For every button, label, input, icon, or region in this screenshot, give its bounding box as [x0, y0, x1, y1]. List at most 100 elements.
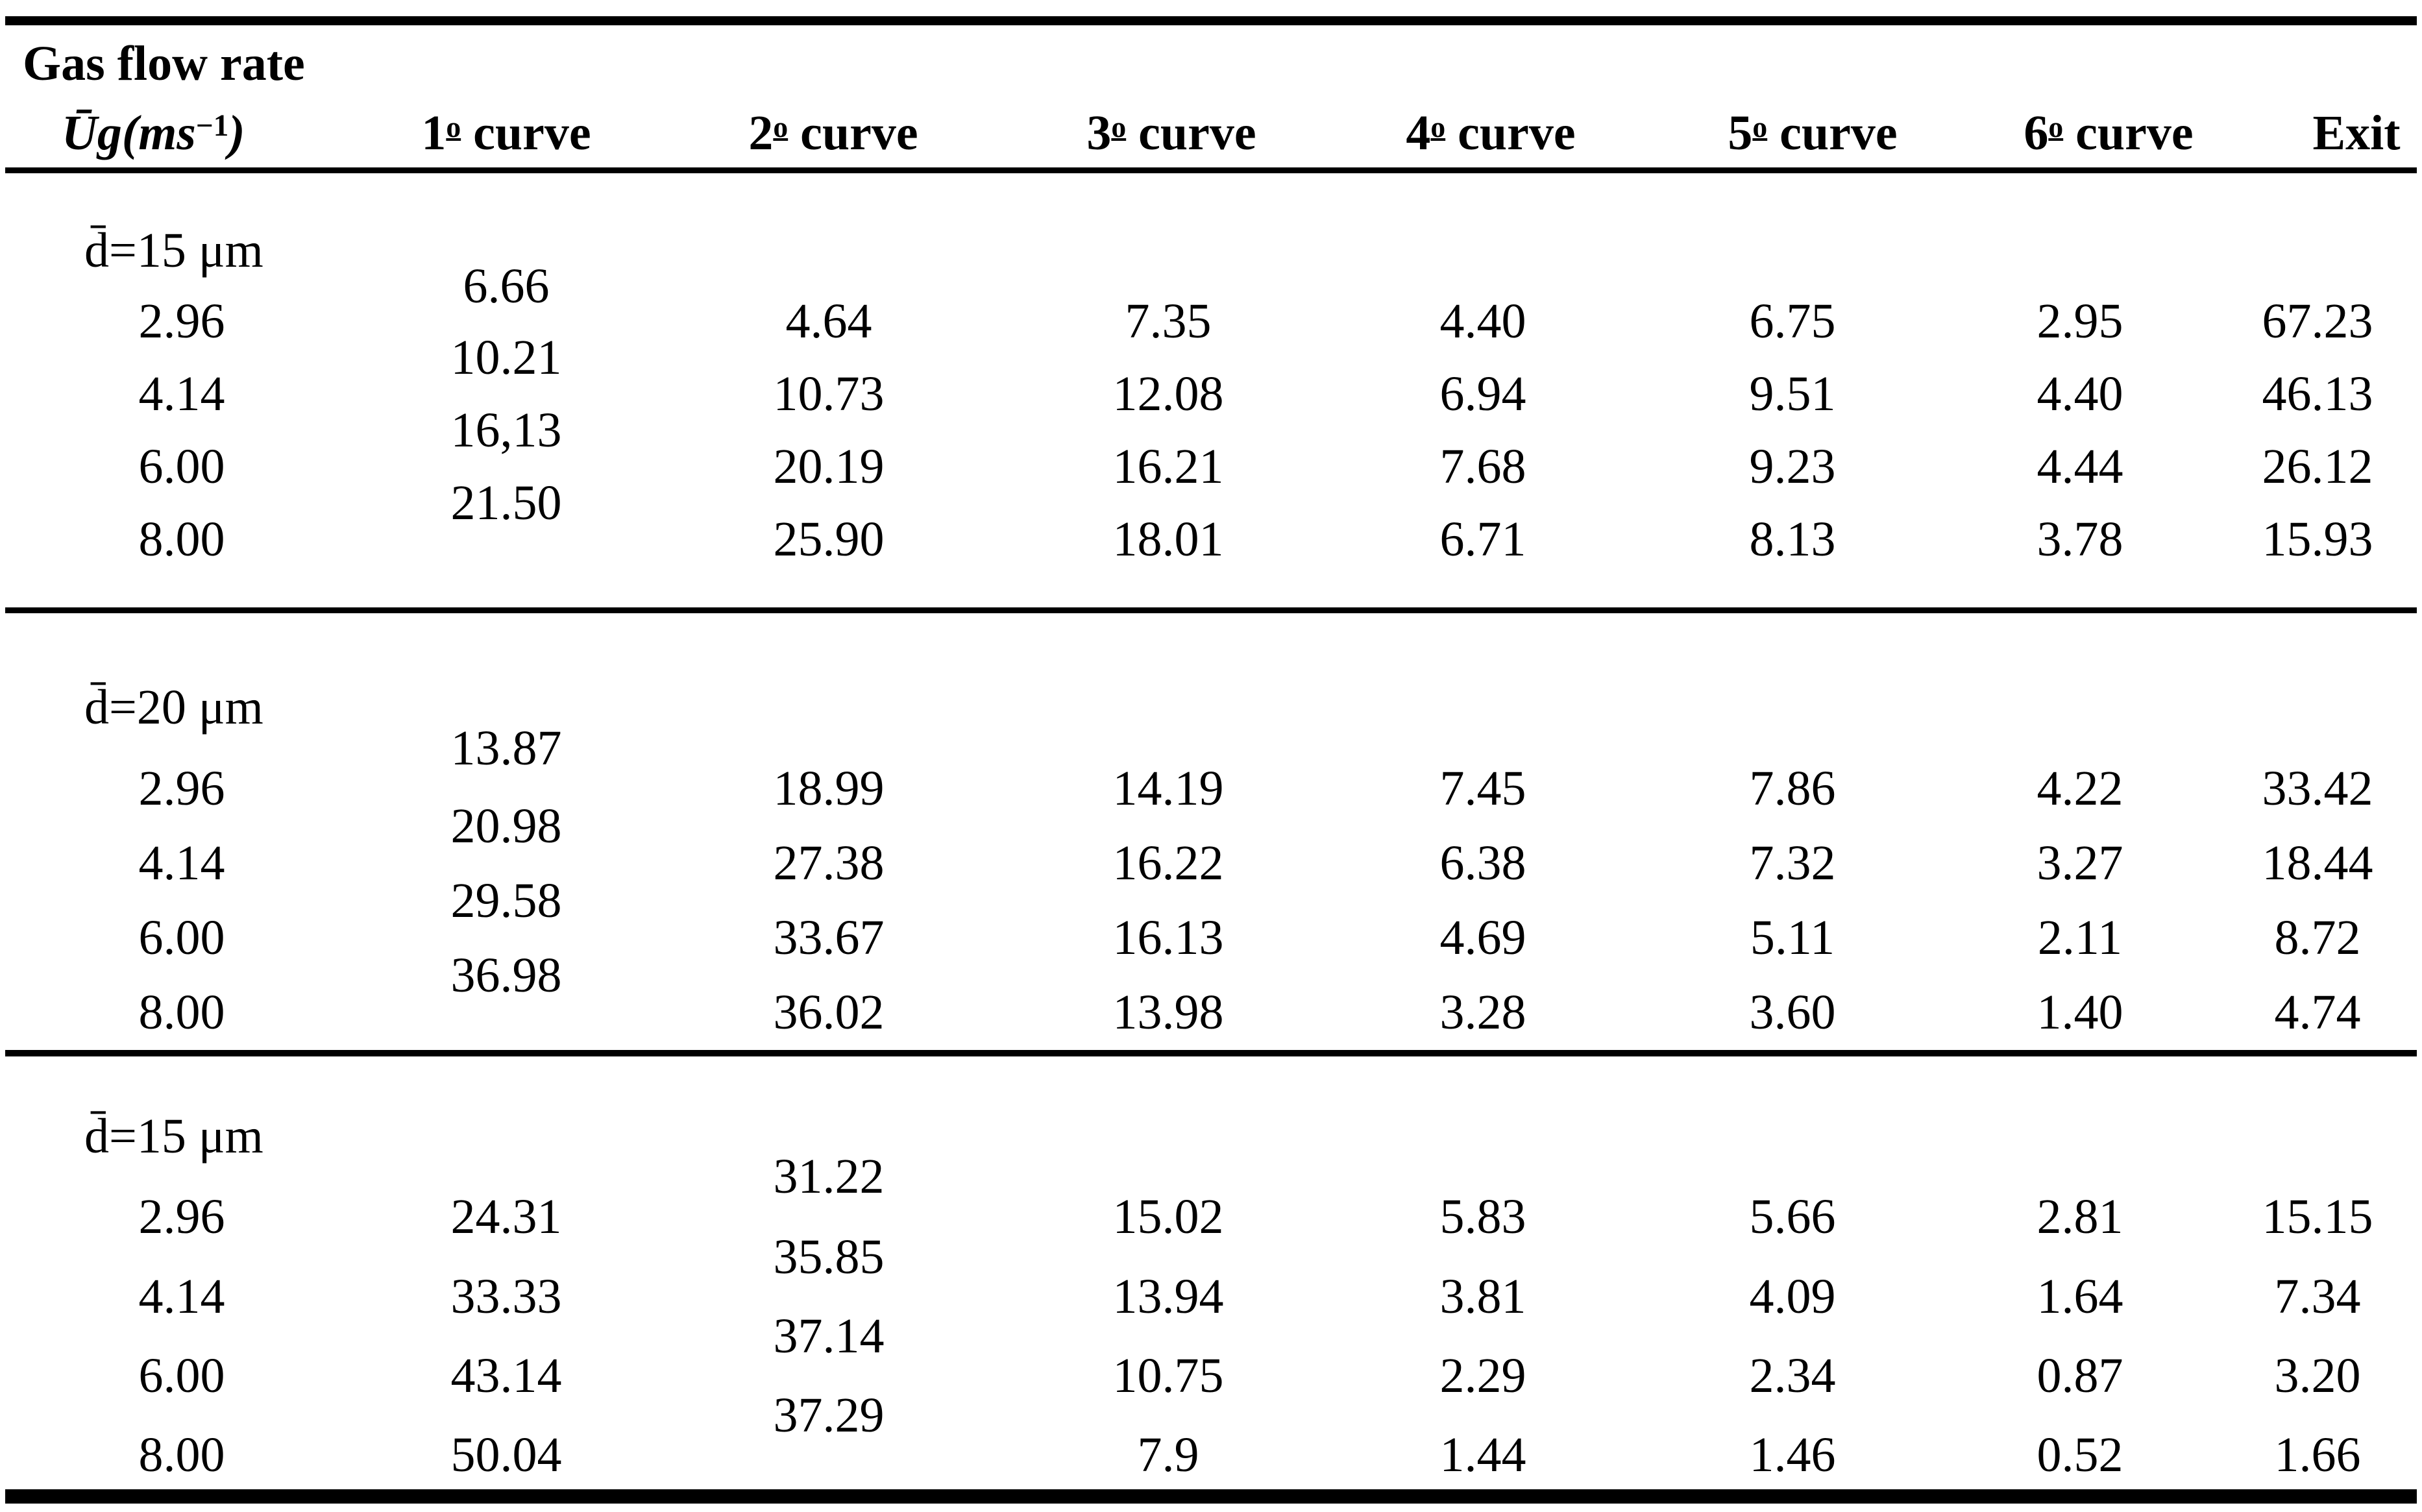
column-header-curve-5: 5o curve	[1728, 106, 1898, 160]
table-cell: 1.46	[1749, 1428, 1836, 1482]
table-cell: 6.75	[1749, 294, 1836, 348]
row-flow-rate: 2.96	[138, 294, 225, 348]
table-title: Gas flow rate	[23, 36, 305, 91]
table-cell: 1.64	[2037, 1269, 2123, 1324]
table-cell: 46.13	[2262, 367, 2373, 421]
table-cell: 2.29	[1439, 1348, 1526, 1403]
row-flow-rate: 4.14	[138, 1269, 225, 1324]
table-cell: 2.95	[2037, 294, 2123, 348]
table-cell: 10.21	[450, 330, 562, 385]
section-label: d̄=20 μm	[84, 680, 263, 735]
table-cell: 36.98	[450, 947, 562, 1003]
row-flow-rate: 8.00	[138, 985, 225, 1040]
column-header-curve-2: 2o curve	[748, 106, 918, 160]
table-cell: 24.31	[450, 1189, 562, 1244]
table-cell: 29.58	[450, 873, 562, 928]
table-cell: 13.94	[1112, 1269, 1224, 1324]
column-header-exit: Exit	[2312, 106, 2401, 160]
table-cell: 67.23	[2262, 294, 2373, 348]
row-flow-rate: 8.00	[138, 512, 225, 567]
table-cell: 6.71	[1439, 512, 1526, 567]
table-rule-section-1	[5, 607, 2417, 613]
table-cell: 15.02	[1112, 1189, 1224, 1244]
table-cell: 6.66	[463, 258, 550, 313]
row-flow-rate: 4.14	[138, 367, 225, 421]
table-cell: 4.40	[2037, 367, 2123, 421]
table-cell: 15.93	[2262, 512, 2373, 567]
table-cell: 3.81	[1439, 1269, 1526, 1324]
table-cell: 1.40	[2037, 985, 2123, 1040]
table-rule-top	[5, 16, 2417, 25]
unit-close: )	[228, 106, 245, 160]
row-flow-rate: 8.00	[138, 1428, 225, 1482]
table-cell: 7.45	[1439, 761, 1526, 816]
ordinal-indicator: o	[1111, 110, 1127, 143]
column-header-curve-6: 6o curve	[2024, 106, 2194, 160]
table-cell: 21.50	[450, 476, 562, 530]
table-cell: 36.02	[773, 985, 885, 1040]
table-cell: 5.66	[1749, 1189, 1836, 1244]
table-cell: 7.32	[1749, 836, 1836, 890]
table-cell: 20.98	[450, 798, 562, 853]
row-flow-rate: 4.14	[138, 836, 225, 890]
section-label: d̄=15 μm	[84, 1109, 263, 1164]
table-rule-bottom	[5, 1489, 2417, 1504]
table-cell: 33.33	[450, 1269, 562, 1324]
table-cell: 7.35	[1125, 294, 1212, 348]
table-cell: 13.98	[1112, 985, 1224, 1040]
table-cell: 7.68	[1439, 439, 1526, 494]
table-cell: 1.44	[1439, 1428, 1526, 1482]
ordinal-indicator: o	[773, 110, 789, 143]
table-cell: 5.11	[1750, 910, 1835, 965]
table-cell: 7.86	[1749, 761, 1836, 816]
table-cell: 6.94	[1439, 367, 1526, 421]
table-cell: 9.23	[1749, 439, 1836, 494]
gas-flow-unit: Ūg(ms−1)	[62, 108, 245, 158]
ordinal-indicator: o	[446, 110, 461, 143]
table-cell: 0.87	[2037, 1348, 2123, 1403]
row-flow-rate: 6.00	[138, 910, 225, 965]
table-cell: 6.38	[1439, 836, 1526, 890]
table-rule-header	[5, 167, 2417, 173]
table-cell: 26.12	[2262, 439, 2373, 494]
table-cell: 14.19	[1112, 761, 1224, 816]
table-cell: 35.85	[773, 1229, 885, 1284]
table-cell: 33.42	[2262, 761, 2373, 816]
section-label: d̄=15 μm	[84, 223, 263, 278]
row-flow-rate: 6.00	[138, 439, 225, 494]
table-cell: 43.14	[450, 1348, 562, 1403]
table-cell: 0.52	[2037, 1428, 2123, 1482]
row-flow-rate: 2.96	[138, 1189, 225, 1244]
unit-exponent: −1	[195, 108, 229, 143]
table-cell: 10.75	[1112, 1348, 1224, 1403]
table-cell: 9.51	[1749, 367, 1836, 421]
column-header-curve-4: 4o curve	[1406, 106, 1576, 160]
table-cell: 18.99	[773, 761, 885, 816]
table-cell: 4.22	[2037, 761, 2123, 816]
table-cell: 16.13	[1112, 910, 1224, 965]
ordinal-indicator: o	[2048, 110, 2064, 143]
table-cell: 37.14	[773, 1309, 885, 1363]
table-cell: 12.08	[1112, 367, 1224, 421]
table-cell: 4.64	[785, 294, 872, 348]
ordinal-indicator: o	[1752, 110, 1768, 143]
table-cell: 1.66	[2274, 1428, 2361, 1482]
table-cell: 18.44	[2262, 836, 2373, 890]
table-cell: 4.09	[1749, 1269, 1836, 1324]
column-header-curve-3: 3o curve	[1086, 106, 1256, 160]
table-cell: 2.34	[1749, 1348, 1836, 1403]
table-cell: 10.73	[773, 367, 885, 421]
table-cell: 4.74	[2274, 985, 2361, 1040]
ordinal-indicator: o	[1430, 110, 1446, 143]
table-cell: 16.22	[1112, 836, 1224, 890]
column-header-curve-1: 1o curve	[421, 106, 591, 160]
table-cell: 3.27	[2037, 836, 2123, 890]
table-cell: 7.34	[2274, 1269, 2361, 1324]
table-cell: 8.13	[1749, 512, 1836, 567]
table-cell: 27.38	[773, 836, 885, 890]
table-cell: 2.81	[2037, 1189, 2123, 1244]
row-flow-rate: 6.00	[138, 1348, 225, 1403]
table-cell: 8.72	[2274, 910, 2361, 965]
table-cell: 33.67	[773, 910, 885, 965]
